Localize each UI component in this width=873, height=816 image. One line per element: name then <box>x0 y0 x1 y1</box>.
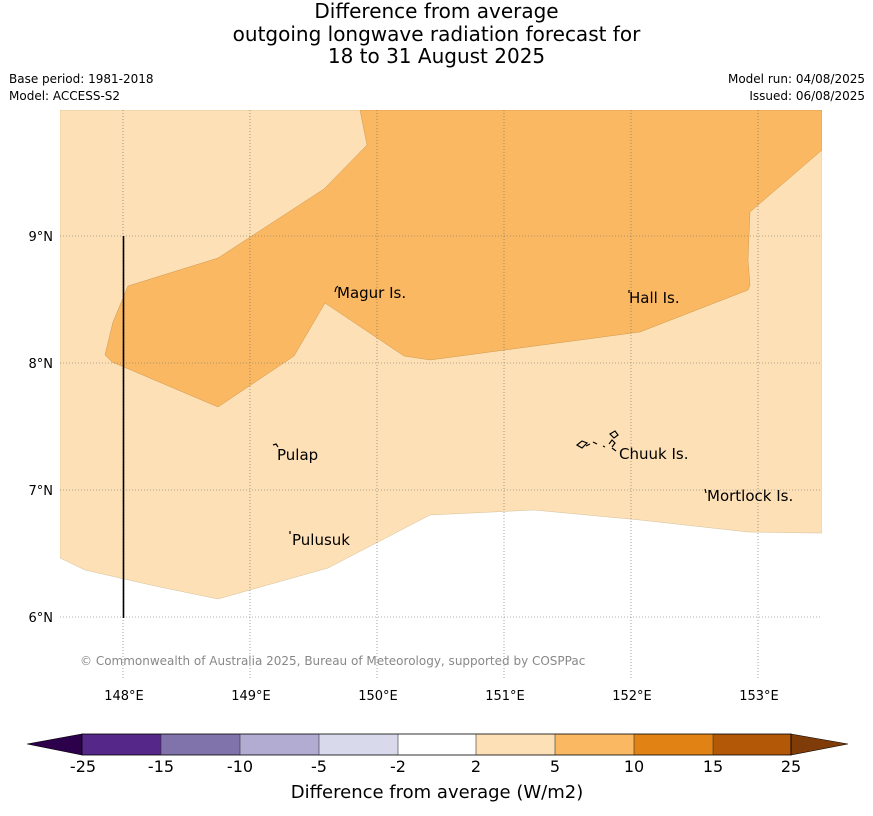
lon-tick-152: 152°E <box>612 689 652 704</box>
title-line-2: outgoing longwave radiation forecast for <box>232 21 641 46</box>
latitude-gridlines <box>60 235 822 618</box>
colorbar-bin <box>555 734 634 755</box>
longitude-tick-labels: 148°E 149°E 150°E 151°E 152°E 153°E <box>104 689 779 704</box>
issued-text: Issued: 06/08/2025 <box>749 89 865 103</box>
colorbar-extend-high <box>790 733 849 756</box>
colorbar-tick: 5 <box>550 757 560 776</box>
colorbar-bin <box>319 734 398 755</box>
chart-title: Difference from average outgoing longwav… <box>0 0 873 68</box>
lon-tick-151: 151°E <box>485 689 525 704</box>
model-run-text: Model run: 04/08/2025 <box>727 72 865 86</box>
colorbar-bin <box>713 734 791 755</box>
title-line-1: Difference from average <box>314 0 559 23</box>
place-magur: Magur Is. <box>337 284 406 302</box>
lon-tick-153: 153°E <box>739 689 779 704</box>
place-labels: Magur Is. Hall Is. Pulap Chuuk Is. Mortl… <box>277 284 793 549</box>
colorbar-tick: -5 <box>311 757 327 776</box>
latitude-tick-labels: 9°N 8°N 7°N 6°N <box>29 230 54 626</box>
base-period-text: Base period: 1981-2018 <box>9 72 154 86</box>
lat-tick-9: 9°N <box>29 230 54 245</box>
colorbar-tick: -25 <box>70 757 96 776</box>
colorbar-bin <box>161 734 240 755</box>
colorbar-tick: 2 <box>471 757 481 776</box>
colorbar-tick: 10 <box>624 757 644 776</box>
place-chuuk: Chuuk Is. <box>619 445 688 463</box>
info-left: Base period: 1981-2018 Model: ACCESS-S2 <box>9 71 154 105</box>
colorbar-bin <box>240 734 319 755</box>
model-text: Model: ACCESS-S2 <box>9 89 121 103</box>
place-mortlock: Mortlock Is. <box>707 487 793 505</box>
colorbar-bin <box>398 734 476 755</box>
lon-tick-150: 150°E <box>358 689 398 704</box>
info-right: Model run: 04/08/2025 Issued: 06/08/2025 <box>728 71 865 105</box>
place-hall: Hall Is. <box>629 289 680 307</box>
colorbar-frame <box>81 733 792 756</box>
colorbar-tick: -10 <box>227 757 253 776</box>
colorbar: -25 -15 -10 -5 -2 2 5 10 15 25 Differenc… <box>26 733 849 803</box>
lat-tick-8: 8°N <box>29 357 54 372</box>
colorbar-tick: -15 <box>148 757 174 776</box>
island-outlines <box>272 285 707 534</box>
lon-tick-149: 149°E <box>231 689 271 704</box>
copyright-text: © Commonwealth of Australia 2025, Bureau… <box>80 654 585 668</box>
colorbar-tick: -2 <box>390 757 406 776</box>
colorbar-bin <box>634 734 713 755</box>
colorbar-label: Difference from average (W/m2) <box>291 782 583 803</box>
colorbar-dividers <box>160 734 714 755</box>
title-line-3: 18 to 31 August 2025 <box>327 44 546 68</box>
lon-tick-148: 148°E <box>104 689 144 704</box>
anomaly-region-5-10 <box>104 110 822 408</box>
colorbar-bin <box>82 734 161 755</box>
place-pulusuk: Pulusuk <box>292 531 350 549</box>
map-area: Magur Is. Hall Is. Pulap Chuuk Is. Mortl… <box>60 110 822 680</box>
place-pulap: Pulap <box>277 446 318 464</box>
lat-tick-7: 7°N <box>29 484 54 499</box>
colorbar-tick: 15 <box>703 757 723 776</box>
lat-tick-6: 6°N <box>29 611 54 626</box>
colorbar-extend-low <box>26 733 83 756</box>
colorbar-tick-labels: -25 -15 -10 -5 -2 2 5 10 15 25 <box>70 757 801 776</box>
colorbar-bin <box>476 734 555 755</box>
colorbar-tick: 25 <box>781 757 801 776</box>
